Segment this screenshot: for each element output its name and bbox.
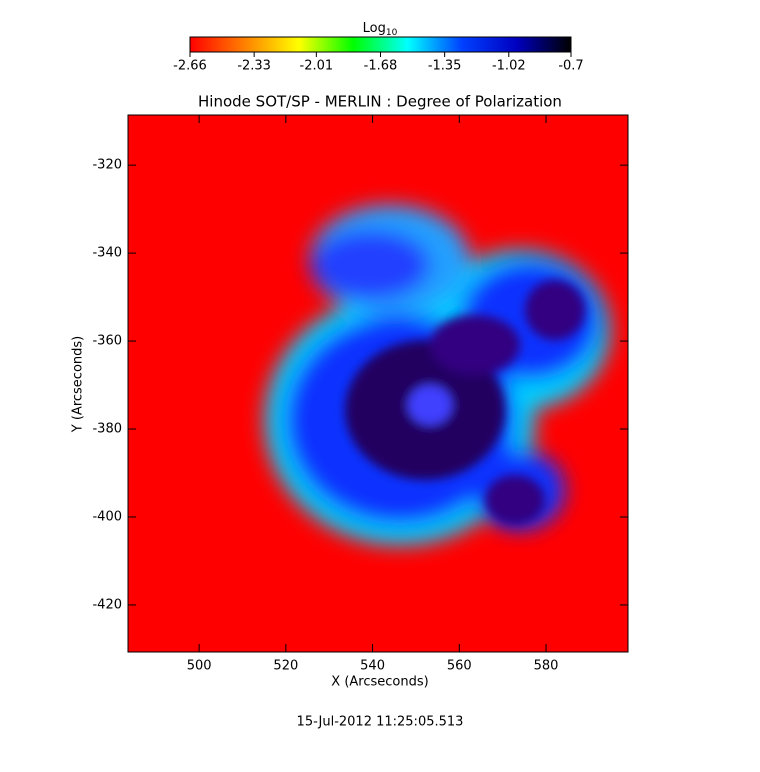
y-tick-label: -360 bbox=[92, 334, 122, 349]
x-tick-label: 560 bbox=[447, 659, 472, 674]
colorbar-tick-label: -2.01 bbox=[300, 59, 334, 74]
colorbar-tick-label: -1.02 bbox=[492, 59, 526, 74]
colorbar-tick-label: -1.35 bbox=[428, 59, 462, 74]
colorbar-tick-label: -0.7 bbox=[558, 59, 583, 74]
colorbar bbox=[189, 36, 572, 53]
plot-frame bbox=[127, 114, 629, 653]
x-tick-label: 520 bbox=[273, 659, 298, 674]
colorbar-title: Log10 bbox=[363, 21, 398, 38]
colorbar-title-main: Log bbox=[363, 21, 386, 36]
chart-title: Hinode SOT/SP - MERLIN : Degree of Polar… bbox=[198, 93, 562, 111]
colorbar-tick-label: -2.66 bbox=[173, 59, 207, 74]
y-tick-label: -340 bbox=[92, 246, 122, 261]
x-tick-label: 580 bbox=[534, 659, 559, 674]
colorbar-tick-label: -2.33 bbox=[237, 59, 271, 74]
y-axis-label: Y (Arcseconds) bbox=[71, 336, 86, 433]
y-tick-label: -400 bbox=[92, 509, 122, 524]
x-axis-label: X (Arcseconds) bbox=[331, 675, 428, 690]
y-tick-label: -420 bbox=[92, 597, 122, 612]
x-tick-label: 540 bbox=[360, 659, 385, 674]
y-tick-label: -320 bbox=[92, 158, 122, 173]
colorbar-tick-label: -1.68 bbox=[364, 59, 398, 74]
umbra bbox=[345, 280, 585, 525]
x-tick-label: 500 bbox=[187, 659, 212, 674]
colorbar-title-sub: 10 bbox=[386, 28, 398, 38]
footer-date: 15-Jul-2012 11:25:05.513 bbox=[297, 715, 464, 730]
y-tick-label: -380 bbox=[92, 422, 122, 437]
image bbox=[128, 115, 628, 652]
